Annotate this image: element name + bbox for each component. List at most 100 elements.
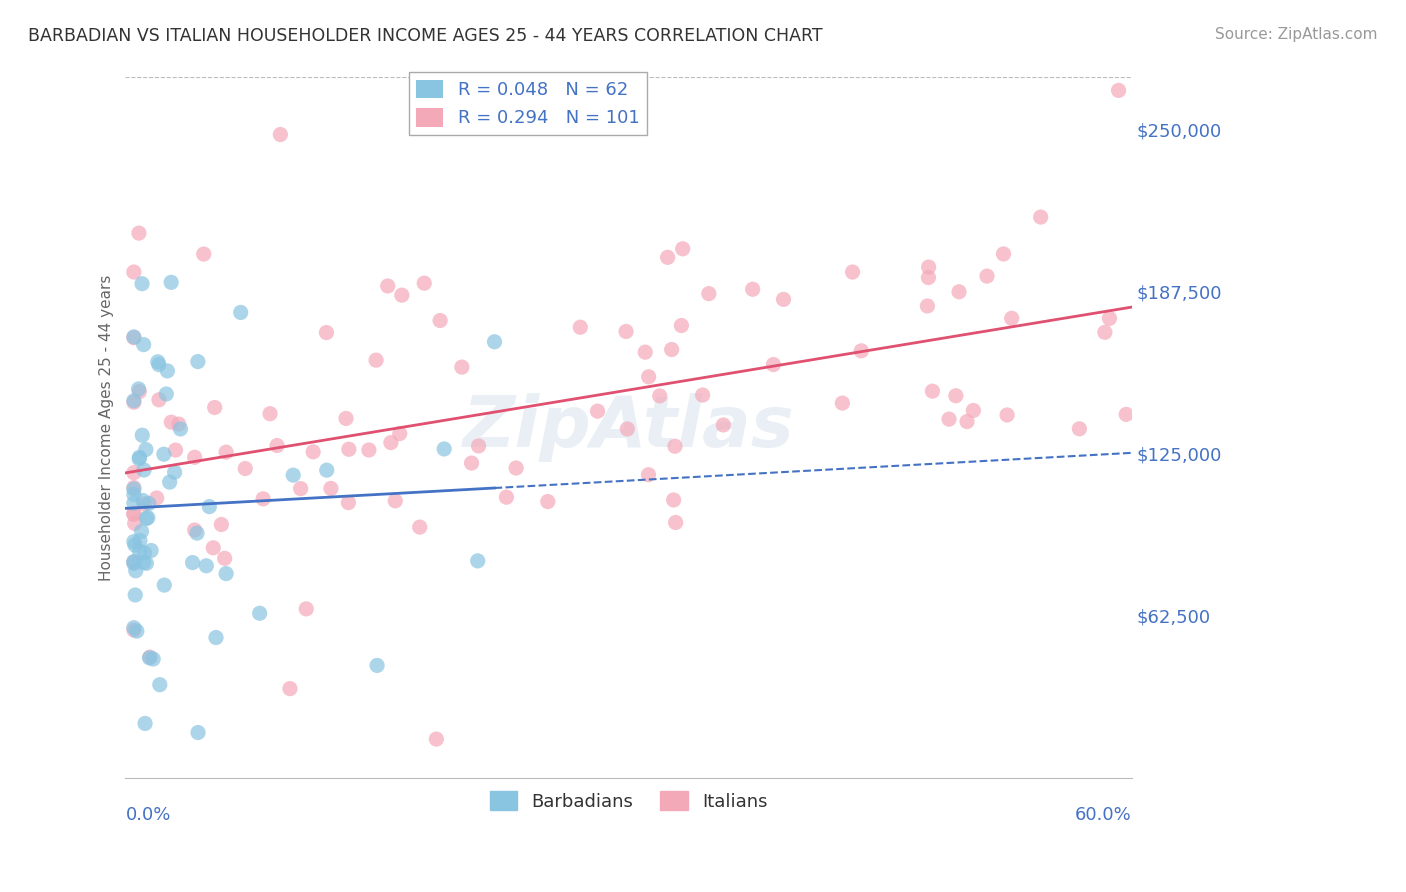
Point [460,456,482,470]
Point [1094,326,1116,340]
Point [128,384,150,399]
Point [634,345,657,359]
Point [125,624,148,639]
Point [156,364,179,378]
Text: ZipAtlas: ZipAtlas [463,393,794,462]
Point [917,270,939,285]
Point [637,467,659,482]
Point [278,681,301,696]
Point [467,439,489,453]
Point [169,422,191,436]
Point [662,492,685,507]
Point [671,318,693,333]
Point [122,623,145,637]
Point [215,445,238,459]
Point [938,412,960,426]
Point [586,404,609,418]
Point [205,631,228,645]
Point [692,388,714,402]
Point [917,299,939,313]
Point [128,450,150,465]
Point [139,650,162,665]
Point [337,495,360,509]
Point [995,408,1018,422]
Point [135,556,157,570]
Point [122,331,145,345]
Point [146,355,169,369]
Point [450,360,472,375]
Point [124,538,146,552]
Point [357,442,380,457]
Point [122,265,145,279]
Point [409,520,432,534]
Point [131,524,153,539]
Point [366,658,388,673]
Point [122,557,145,571]
Point [1098,311,1121,326]
Point [384,494,406,508]
Point [183,523,205,537]
Point [259,407,281,421]
Point [762,358,785,372]
Point [198,500,221,514]
Point [131,277,153,291]
Point [122,393,145,408]
Point [138,496,160,510]
Point [183,450,205,465]
Point [429,313,451,327]
Point [214,551,236,566]
Point [132,493,155,508]
Point [302,445,325,459]
Point [122,534,145,549]
Point [124,516,146,531]
Point [193,247,215,261]
Text: 60.0%: 60.0% [1076,806,1132,824]
Point [129,533,152,548]
Point [976,269,998,284]
Point [319,482,342,496]
Point [269,128,291,142]
Point [741,282,763,296]
Point [851,343,873,358]
Point [335,411,357,425]
Point [315,326,337,340]
Point [831,396,853,410]
Point [249,607,271,621]
Point [388,426,411,441]
Point [614,325,637,339]
Point [148,358,170,372]
Point [917,260,939,274]
Point [135,442,157,457]
Point [132,337,155,351]
Point [138,651,160,665]
Point [672,242,695,256]
Point [159,475,181,490]
Point [139,543,162,558]
Point [125,564,148,578]
Point [1069,422,1091,436]
Point [186,526,208,541]
Point [266,439,288,453]
Point [132,556,155,570]
Point [132,463,155,477]
Point [122,555,145,569]
Point [648,389,671,403]
Point [841,265,863,279]
Point [195,558,218,573]
Point [661,343,683,357]
Y-axis label: Householder Income Ages 25 - 44 years: Householder Income Ages 25 - 44 years [100,275,114,581]
Point [122,508,145,522]
Point [377,279,399,293]
Point [134,716,156,731]
Point [664,439,686,453]
Text: 0.0%: 0.0% [125,806,172,824]
Point [122,487,145,501]
Point [283,468,305,483]
Point [167,417,190,431]
Point [160,415,183,429]
Point [697,286,720,301]
Point [252,491,274,506]
Point [665,516,688,530]
Point [122,496,145,510]
Point [505,461,527,475]
